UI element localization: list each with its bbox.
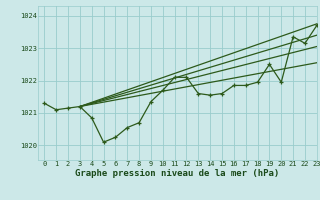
X-axis label: Graphe pression niveau de la mer (hPa): Graphe pression niveau de la mer (hPa) xyxy=(76,169,280,178)
